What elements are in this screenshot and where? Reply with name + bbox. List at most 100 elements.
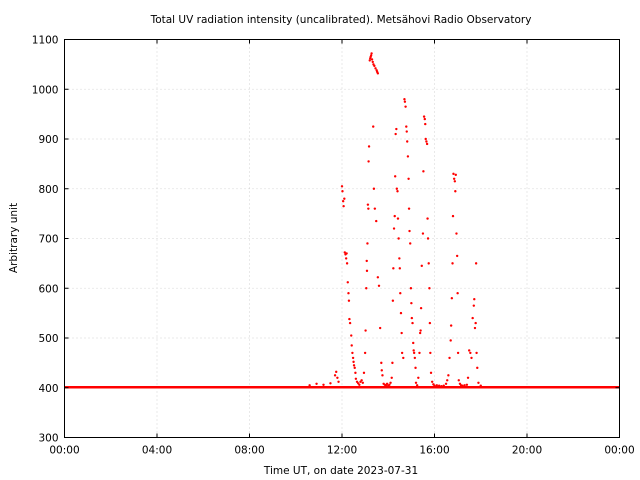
data-point [429,371,433,375]
data-point [351,356,355,360]
data-point [440,385,443,388]
data-point [365,259,368,263]
data-point [329,382,332,385]
y-tick-label: 1000 [32,84,59,96]
data-point [365,269,369,273]
data-point [388,383,391,386]
data-point [392,227,396,230]
y-tick-label: 600 [38,283,58,295]
x-tick-label: 00:00 [49,445,79,457]
data-point [378,326,382,330]
data-point [410,316,414,320]
data-point [341,190,344,193]
x-tick-label: 08:00 [234,445,264,457]
data-point [364,329,367,332]
data-point [473,326,477,330]
data-point [425,140,428,143]
data-point [346,281,349,284]
data-point [448,356,451,360]
data-point [380,361,383,365]
data-point [371,60,374,64]
x-axis-label: Time UT, on date 2023-07-31 [263,465,418,477]
data-point [362,371,366,375]
data-point [315,382,318,385]
y-tick-label: 400 [38,383,58,395]
data-point [373,64,376,68]
y-tick-label: 1100 [32,35,59,47]
data-point [366,203,370,206]
tick-labels: 00:00 04:00 08:00 12:00 16:00 20:00 00:0030040… [32,35,635,457]
data-point [367,145,371,148]
data-point [451,214,455,218]
data-point [336,376,339,379]
data-point [392,267,395,270]
data-point [453,180,457,183]
data-point [367,207,370,210]
data-point [347,299,351,302]
data-point [352,360,355,364]
data-point [456,351,460,355]
x-tick-label: 12:00 [327,445,357,457]
data-point [477,381,480,384]
data-point [446,379,449,382]
data-point [341,199,345,203]
data-point [404,105,407,108]
x-tick-label: 20:00 [512,445,542,457]
data-point [426,237,430,240]
data-point [396,217,400,220]
data-point [407,177,410,180]
data-point [399,311,403,315]
data-point [365,287,368,290]
data-point [405,125,408,128]
data-point [400,331,403,335]
data-point [452,177,456,180]
data-point [393,214,396,218]
data-point [372,187,376,190]
data-point [351,351,354,355]
data-point [348,317,351,321]
data-point [473,297,476,301]
data-point [444,382,448,385]
data-point [367,160,370,163]
data-point [430,380,434,383]
data-point [467,349,471,352]
data-point [403,100,407,103]
data-point [393,175,397,178]
y-tick-label: 800 [38,184,58,196]
data-point [454,173,457,177]
data-point [420,264,423,268]
data-point [398,257,401,260]
data-point [424,122,427,126]
data-point [400,351,404,355]
data-point [380,369,383,372]
data-point [479,384,482,387]
data-point [396,190,399,193]
data-point [389,381,392,384]
data-point [424,137,427,141]
data-point [455,254,459,258]
data-point [353,366,356,370]
data-point [427,262,430,265]
data-point [345,252,348,255]
data-point [474,262,478,265]
data-point [406,155,410,158]
data-point [475,351,478,355]
data-point [469,351,472,355]
data-point [361,381,365,384]
data-point [410,301,413,305]
data-point [421,232,425,235]
data-point [403,98,406,101]
data-point [373,207,377,210]
data-point [409,287,413,290]
data-point [366,242,369,245]
data-point [413,356,417,360]
data-point [411,321,414,325]
data-point [428,287,431,290]
data-point [350,344,353,347]
data-point [442,384,445,387]
data-points [64,52,620,389]
data-point [449,339,452,342]
data-point [428,321,432,325]
data-point [337,380,340,383]
